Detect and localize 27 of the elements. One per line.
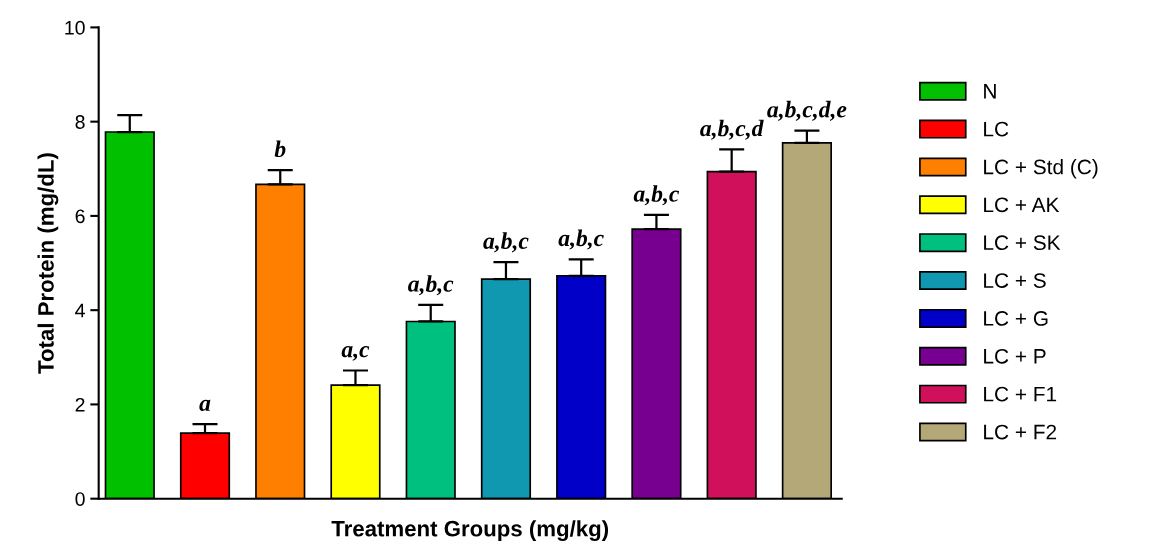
legend-label: LC + AK [984, 197, 1060, 213]
y-tick-label: 4 [75, 303, 85, 318]
legend-label: LC + G [984, 311, 1048, 326]
y-tick-label: 6 [75, 209, 85, 224]
legend-label: LC + F2 [984, 424, 1057, 440]
x-axis-title: Treatment Groups (mg/kg) [331, 520, 609, 542]
legend-label: LC + Std (C) [984, 159, 1098, 179]
y-tick-label: 2 [75, 397, 85, 412]
annotation: a [199, 399, 211, 412]
y-tick-label: 0 [75, 492, 85, 506]
annotation: a,b,c [633, 185, 680, 206]
annotation: a,c [341, 346, 370, 361]
annotation: b [274, 140, 286, 158]
y-tick-label: 10 [65, 20, 85, 35]
annotation: a,b,c [408, 275, 454, 296]
annotation: a,b,c [483, 232, 529, 253]
legend-label: LC + P [984, 348, 1046, 364]
legend-label: LC + S [984, 273, 1046, 288]
legend-label: LC [984, 121, 1009, 137]
y-tick-label: 8 [75, 115, 85, 129]
annotation: a,b,c [558, 229, 604, 250]
annotation: a,b,c,d [700, 119, 764, 140]
legend-label: N [984, 84, 996, 99]
legend-label: LC + F1 [984, 386, 1057, 402]
legend-label: LC + SK [984, 235, 1061, 251]
annotation: a,b,c,d,e [767, 100, 847, 121]
y-axis-title: Total Protein (mg/dL) [37, 153, 59, 374]
